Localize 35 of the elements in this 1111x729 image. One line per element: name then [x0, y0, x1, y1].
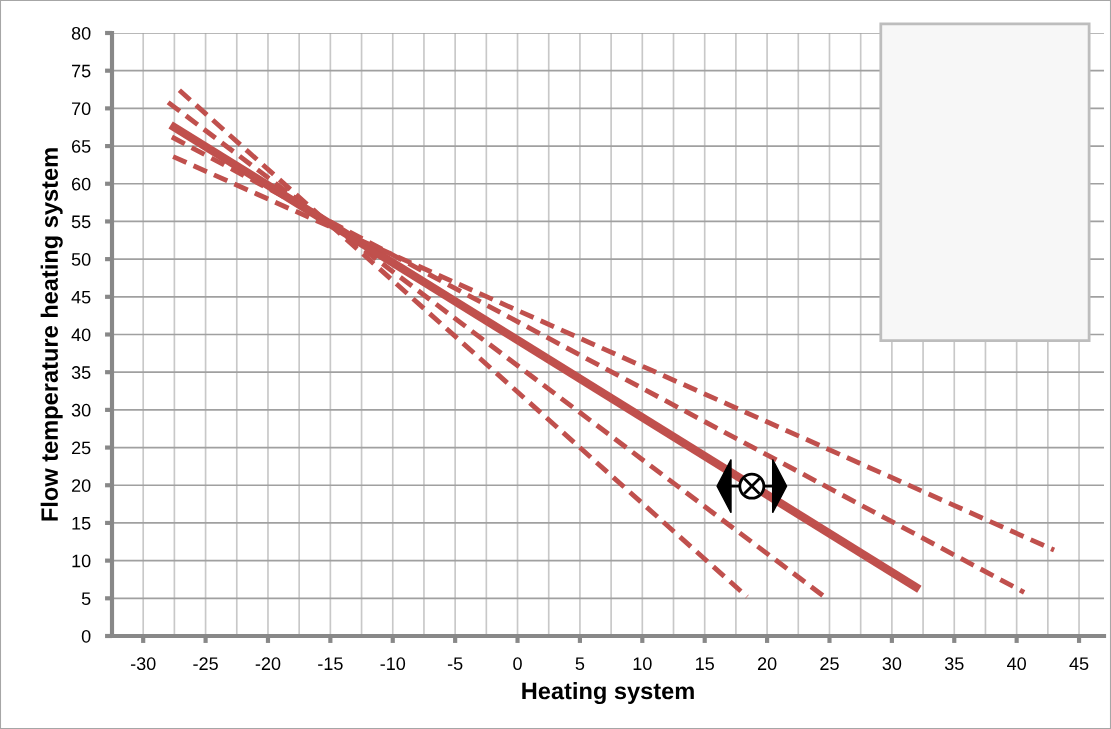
y-tick-label: 35 [71, 366, 91, 379]
x-tick-label: -5 [447, 657, 463, 671]
x-tick-label: -15 [318, 657, 343, 671]
x-tick-label: -25 [193, 657, 218, 671]
y-tick-label: 45 [71, 290, 91, 304]
y-tick-label: 25 [71, 441, 91, 455]
x-tick-label: 30 [882, 657, 902, 671]
y-tick-label: 15 [72, 517, 91, 530]
x-tick-label: 10 [633, 657, 652, 671]
x-tick-label: 5 [575, 657, 585, 671]
x-tick-label: 45 [1069, 657, 1089, 671]
y-axis-title: Flow temperature heating system [40, 148, 63, 521]
y-tick-label: 30 [71, 403, 91, 417]
y-tick-label: 55 [71, 215, 91, 229]
y-tick-label: 75 [72, 64, 91, 78]
y-tick-label: 20 [71, 479, 91, 492]
x-axis-title: Heating system [522, 682, 694, 705]
y-tick-label: 0 [81, 629, 91, 643]
x-tick-label: -30 [130, 657, 156, 671]
x-tick-label: 25 [820, 657, 839, 671]
y-tick-label: 70 [72, 102, 91, 116]
y-tick-label: 80 [71, 26, 91, 40]
y-tick-label: 5 [81, 592, 91, 606]
x-tick-label: 40 [1007, 657, 1026, 671]
y-tick-label: 60 [72, 177, 91, 191]
x-tick-label: 20 [757, 657, 777, 671]
x-tick-label: -10 [380, 657, 406, 671]
x-tick-label: -20 [255, 657, 281, 671]
y-tick-label: 50 [71, 253, 91, 266]
y-tick-label: 10 [72, 554, 91, 568]
y-tick-label: 65 [72, 140, 91, 153]
x-tick-label: 15 [696, 657, 714, 671]
y-tick-label: 40 [71, 328, 91, 342]
x-tick-label: 0 [513, 657, 522, 671]
x-tick-label: 35 [944, 657, 964, 671]
